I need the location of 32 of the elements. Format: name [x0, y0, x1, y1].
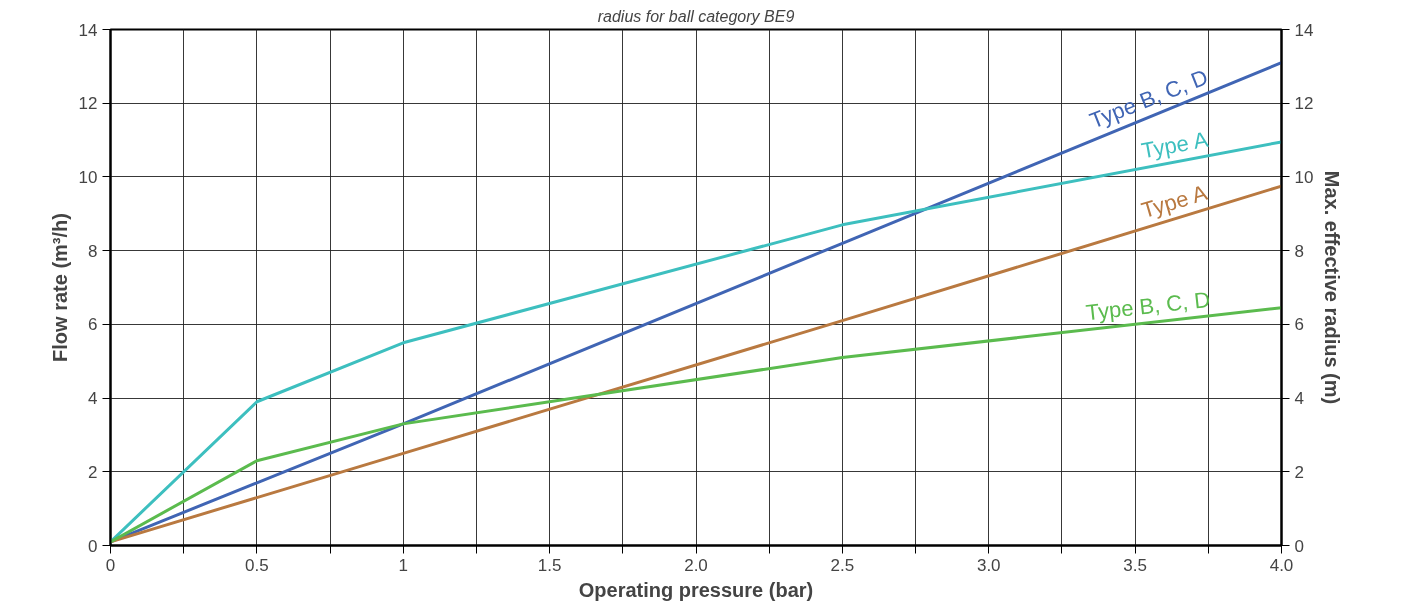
x-tick-label: 3.0 — [976, 555, 1001, 575]
x-tick-label: 3.5 — [1123, 555, 1147, 575]
y-tick-label: 6 — [88, 315, 98, 335]
y2-tick-label: 8 — [1294, 241, 1304, 261]
y2-tick-label: 2 — [1294, 462, 1304, 482]
chart-title: radius for ball category BE9 — [597, 7, 795, 25]
y-axis-title: Flow rate (m³/h) — [48, 213, 71, 362]
x-tick-label: 0.5 — [245, 555, 269, 575]
x-tick-label: 2.0 — [684, 555, 708, 575]
y-tick-label: 8 — [88, 241, 98, 261]
y2-tick-label: 12 — [1294, 94, 1314, 114]
y2-tick-label: 4 — [1294, 389, 1304, 409]
text: Type A — [1138, 179, 1211, 223]
y-tick-label: 14 — [78, 20, 98, 40]
y2-tick-label: 14 — [1294, 20, 1314, 40]
y-tick-label: 12 — [78, 94, 98, 114]
x-tick-label: 2.5 — [830, 555, 855, 575]
y2-tick-label: 6 — [1294, 315, 1304, 335]
y-tick-label: 2 — [88, 462, 98, 482]
y-tick-label: 4 — [88, 389, 98, 409]
y2-tick-label: 10 — [1294, 167, 1314, 187]
y2-tick-label: 0 — [1294, 536, 1304, 556]
text: Type B, C, D — [1084, 286, 1212, 326]
x-tick-label: 1.5 — [537, 555, 562, 575]
y2-axis-title: Max. effective radius (m) — [1321, 170, 1344, 405]
x-axis-title: Operating pressure (bar) — [578, 578, 814, 601]
text: Type A — [1139, 126, 1211, 164]
x-tick-label: 4.0 — [1269, 555, 1294, 575]
x-tick-label: 1 — [398, 555, 408, 575]
y-tick-label: 0 — [88, 536, 98, 556]
y-tick-label: 10 — [78, 167, 98, 187]
x-tick-label: 0 — [105, 555, 116, 575]
